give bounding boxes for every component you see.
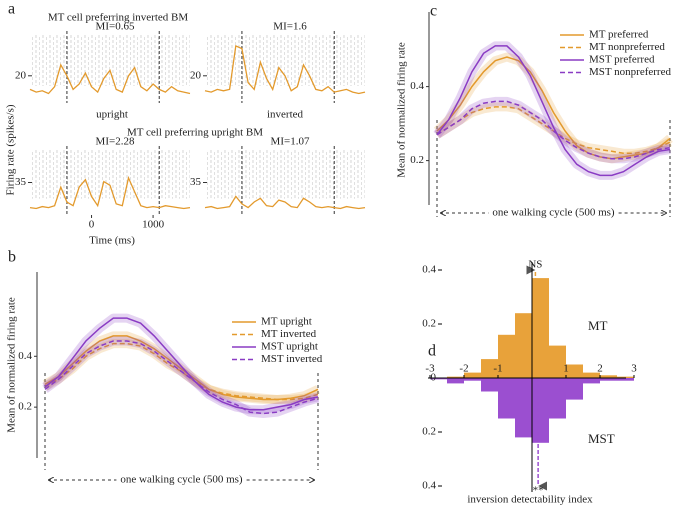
series-line xyxy=(436,56,671,160)
histogram-bar xyxy=(532,278,549,378)
raster xyxy=(205,150,365,199)
histogram-bar xyxy=(583,378,600,384)
y-tick-label: 0.2 xyxy=(422,318,436,330)
y-tick-label: 35 xyxy=(190,176,202,188)
legend-label: MT nonpreferred xyxy=(589,41,665,53)
histogram-bar xyxy=(566,378,583,400)
y-tick-label: 0.4 xyxy=(410,80,424,92)
histogram-bar xyxy=(532,378,549,443)
x-axis-label: one walking cycle (500 ms) xyxy=(492,207,615,219)
histogram-bar xyxy=(481,359,498,378)
x-tick-label: 2 xyxy=(597,363,603,375)
x-tick-label: 1000 xyxy=(142,219,165,231)
raster xyxy=(30,35,190,86)
x-tick-label: 0 xyxy=(89,219,95,231)
band xyxy=(434,96,671,164)
series-line xyxy=(436,45,671,177)
legend-label: MST upright xyxy=(261,341,318,353)
histogram-bar xyxy=(447,376,464,378)
x-axis-label: inversion detectability index xyxy=(467,494,593,506)
x-tick-label: -2 xyxy=(459,363,468,375)
legend-label: MST inverted xyxy=(261,353,323,365)
y2-tick-label: 0.4 xyxy=(422,480,436,492)
y2-tick-label: 0.2 xyxy=(422,426,436,438)
raster xyxy=(205,35,365,86)
significance-label: ** xyxy=(533,485,544,497)
group-label: MT xyxy=(588,318,608,333)
histogram-bar xyxy=(600,375,617,378)
y-tick-label: 35 xyxy=(15,176,27,188)
y-tick-label: 0.2 xyxy=(410,154,424,166)
y-tick-label: 0.4 xyxy=(18,350,32,362)
condition-label: inverted xyxy=(267,109,304,121)
raster xyxy=(30,150,190,199)
psth-line xyxy=(29,175,191,210)
x-tick-label: 3 xyxy=(631,363,637,375)
histogram-bar xyxy=(447,378,464,384)
histogram-bar xyxy=(549,378,566,419)
condition-label: upright xyxy=(96,109,128,121)
series-line xyxy=(436,106,671,154)
panel-letter: a xyxy=(8,1,15,18)
group-label: MST xyxy=(588,431,615,446)
psth-line xyxy=(29,63,191,95)
y-tick-label: 0 xyxy=(431,372,437,384)
legend-label: MST nonpreferred xyxy=(589,66,671,78)
y-tick-label: 20 xyxy=(15,69,27,81)
mi-label: MI=1.07 xyxy=(271,136,310,148)
psth-line xyxy=(204,195,366,210)
histogram-bar xyxy=(600,378,617,381)
histogram-bar xyxy=(464,372,481,378)
histogram-bar xyxy=(617,376,634,378)
legend-label: MT preferred xyxy=(589,29,649,41)
legend-label: MT upright xyxy=(261,316,312,328)
histogram-bar xyxy=(549,345,566,378)
y-axis-label: Firing rate (spikes/s) xyxy=(5,104,17,195)
y-tick-label: 0.2 xyxy=(18,401,32,413)
x-axis-label: one walking cycle (500 ms) xyxy=(120,474,243,486)
series-line xyxy=(44,317,319,411)
x-tick-label: -3 xyxy=(425,363,435,375)
group-title: MT cell preferring upright BM xyxy=(127,127,263,139)
x-tick-label: 1 xyxy=(563,363,569,375)
legend-label: MST preferred xyxy=(589,54,655,66)
y-tick-label: 20 xyxy=(190,69,202,81)
mi-label: MI=1.6 xyxy=(273,21,307,33)
histogram-bar xyxy=(583,372,600,378)
series-line xyxy=(44,342,319,401)
series-line xyxy=(44,340,319,415)
legend-label: MT inverted xyxy=(261,328,317,340)
histogram-bar xyxy=(481,378,498,392)
mi-label: MI=2.28 xyxy=(96,136,135,148)
panel-letter: d xyxy=(428,343,436,360)
y-axis-label: Mean of normalized firing rate xyxy=(6,297,18,433)
histogram-bar xyxy=(515,378,532,438)
significance-label: NS xyxy=(528,259,542,271)
histogram-bar xyxy=(430,378,447,380)
histogram-bar xyxy=(464,378,481,381)
panel-letter: b xyxy=(8,249,16,266)
x-tick-label: -1 xyxy=(493,363,502,375)
psth-line xyxy=(204,44,366,95)
histogram-bar xyxy=(515,313,532,378)
histogram-bar xyxy=(498,334,515,378)
panel-letter: c xyxy=(430,3,437,20)
x-axis-label: Time (ms) xyxy=(89,235,135,247)
histogram-bar xyxy=(498,378,515,419)
histogram-bar xyxy=(566,364,583,378)
series-line xyxy=(44,335,319,401)
y-axis-label: Mean of normalized firing rate xyxy=(396,42,408,178)
group-title: MT cell preferring inverted BM xyxy=(48,12,189,24)
histogram-bar xyxy=(617,378,634,381)
y-tick-label: 0.4 xyxy=(422,264,436,276)
mi-label: MI=0.65 xyxy=(96,21,135,33)
